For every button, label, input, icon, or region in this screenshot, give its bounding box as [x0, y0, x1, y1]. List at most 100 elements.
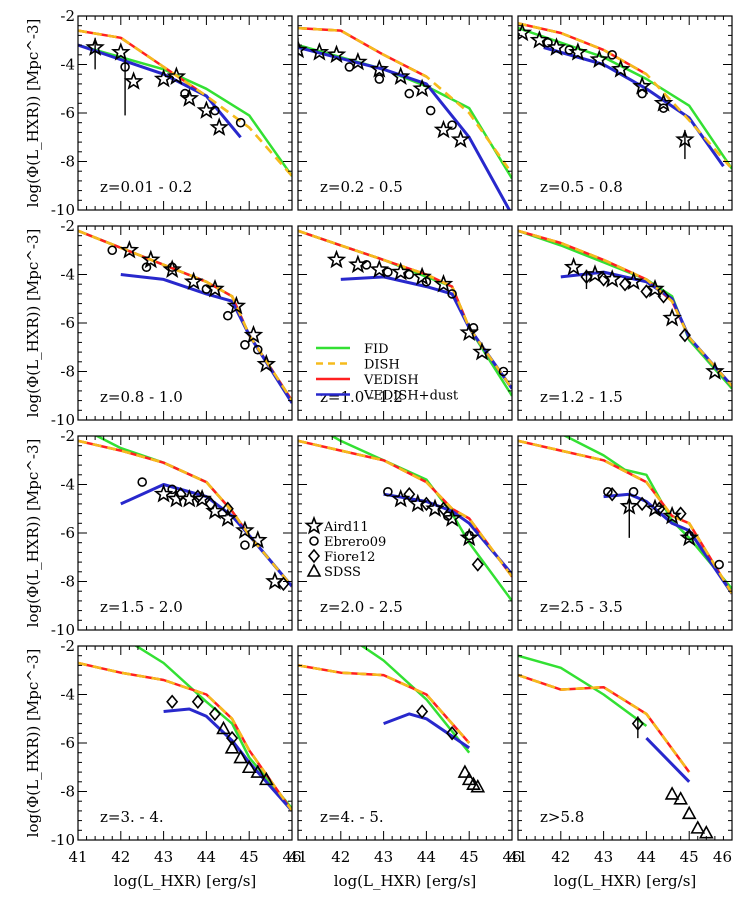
point-ebrero09 — [425, 105, 436, 116]
line-dish — [298, 229, 512, 390]
point-ebrero09 — [468, 323, 479, 333]
x-tick-label: 45 — [460, 848, 479, 866]
point-aird11 — [326, 44, 347, 64]
point-fiore12 — [446, 726, 459, 741]
point-fiore12 — [597, 272, 610, 287]
point-ebrero09 — [201, 284, 212, 294]
line-vedish-dust — [543, 46, 725, 168]
y-tick-label: -8 — [60, 153, 75, 171]
point-aird11 — [529, 30, 550, 49]
y-axis-label: log(Φ(L_HXR)) [Mpc^-3] — [24, 19, 42, 208]
point-sdss — [681, 805, 697, 820]
panel-7: -2 -4 -6 -8 -10 z=1.5 - 2.0 — [51, 427, 293, 639]
point-fiore12 — [580, 269, 593, 285]
y-tick-label: -6 — [60, 104, 75, 122]
legend-label: FID — [364, 342, 389, 357]
line-dish — [78, 439, 292, 588]
y-tick-label: -2 — [60, 427, 75, 445]
line-dish-overlay — [518, 673, 691, 773]
point-ebrero09 — [447, 289, 457, 299]
y-axis-label: log(Φ(L_HXR)) [Mpc^-3] — [24, 439, 42, 628]
redshift-label: z=0.01 - 0.2 — [100, 178, 192, 196]
line-fid — [518, 26, 732, 170]
point-aird11 — [589, 49, 610, 68]
point-sdss — [461, 771, 477, 786]
line-vedish-dust — [383, 712, 471, 750]
redshift-label: z=1.5 - 2.0 — [100, 598, 183, 616]
line-vedish-dust — [163, 707, 292, 812]
point-ebrero09 — [637, 88, 647, 99]
line-dish-overlay — [78, 439, 292, 588]
point-fiore12 — [191, 694, 204, 710]
point-ebrero09 — [442, 511, 453, 521]
y-tick-label: -8 — [60, 573, 75, 591]
line-vedish — [518, 229, 732, 387]
point-aird11 — [645, 498, 665, 518]
point-ebrero09 — [383, 267, 393, 277]
point-ebrero09 — [180, 88, 190, 99]
y-tick-label: -4 — [60, 476, 75, 494]
line-vedish — [78, 439, 292, 588]
point-ebrero09 — [223, 310, 233, 321]
point-aird11 — [369, 259, 390, 278]
point-ebrero09 — [404, 88, 415, 99]
x-tick-label: 41 — [68, 848, 87, 866]
x-tick-label: 46 — [713, 848, 732, 866]
x-tick-label: 45 — [680, 848, 699, 866]
y-tick-label: -6 — [60, 524, 75, 542]
point-aird11 — [645, 278, 665, 298]
y-tick-label: -6 — [60, 734, 75, 752]
redshift-label: z=0.8 - 1.0 — [100, 388, 183, 406]
model-lines — [518, 436, 732, 595]
redshift-label: z=4. - 5. — [320, 808, 384, 826]
point-aird11 — [433, 273, 454, 293]
legend-label: VEDISH+dust — [363, 389, 459, 404]
panel-4: -2 -4 -6 -8 -10 z=0.8 - 1.0 — [51, 217, 293, 429]
legend-marker-ebrero09 — [309, 536, 319, 546]
point-ebrero09 — [252, 344, 263, 355]
y-tick-label: -4 — [60, 56, 75, 74]
point-sdss — [216, 720, 231, 735]
point-fiore12 — [606, 486, 619, 502]
model-lines — [78, 229, 292, 404]
legend-label: Fiore12 — [324, 550, 375, 565]
legend-label: VEDISH — [363, 373, 419, 388]
y-tick-label: -10 — [51, 411, 75, 429]
point-fiore12 — [437, 501, 450, 516]
obs-points — [518, 22, 695, 160]
y-tick-label: -8 — [60, 363, 75, 381]
point-aird11 — [585, 264, 605, 283]
point-ebrero09 — [235, 117, 246, 128]
point-aird11 — [619, 496, 640, 515]
legend-label: DISH — [364, 358, 400, 373]
obs-points — [383, 486, 484, 572]
obs-points — [107, 240, 277, 373]
line-fid — [94, 436, 292, 588]
point-ebrero09 — [684, 530, 695, 541]
point-ebrero09 — [383, 486, 393, 497]
point-ebrero09 — [137, 477, 147, 487]
point-fiore12 — [166, 694, 179, 710]
line-vedish-dust — [298, 46, 512, 210]
point-sdss — [673, 791, 688, 805]
line-dish-overlay — [518, 22, 732, 170]
point-sdss — [233, 749, 248, 764]
point-aird11 — [390, 66, 411, 85]
line-fid — [78, 43, 292, 177]
point-aird11 — [348, 51, 368, 71]
point-aird11 — [162, 259, 182, 278]
line-dish — [518, 439, 732, 595]
point-aird11 — [256, 353, 277, 373]
line-vedish-dust — [78, 43, 242, 139]
obs-points — [85, 37, 246, 136]
point-fiore12 — [636, 496, 649, 512]
point-ebrero09 — [421, 276, 432, 287]
point-aird11 — [309, 42, 330, 61]
x-tick-label: 45 — [240, 848, 259, 866]
panel-12: 41 42 43 44 45 46 z>5.8 — [508, 645, 733, 866]
line-fid — [518, 229, 732, 390]
y-tick-label: -10 — [51, 831, 75, 849]
point-aird11 — [369, 59, 390, 78]
point-ebrero09 — [361, 259, 372, 270]
